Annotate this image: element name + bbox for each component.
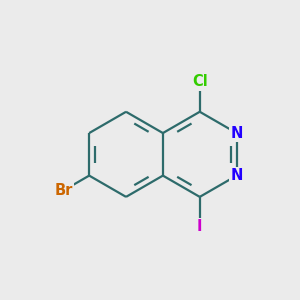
Text: Cl: Cl (192, 74, 208, 89)
Text: N: N (230, 126, 243, 141)
Text: N: N (230, 168, 243, 183)
Text: Br: Br (54, 183, 73, 198)
Text: I: I (197, 219, 203, 234)
